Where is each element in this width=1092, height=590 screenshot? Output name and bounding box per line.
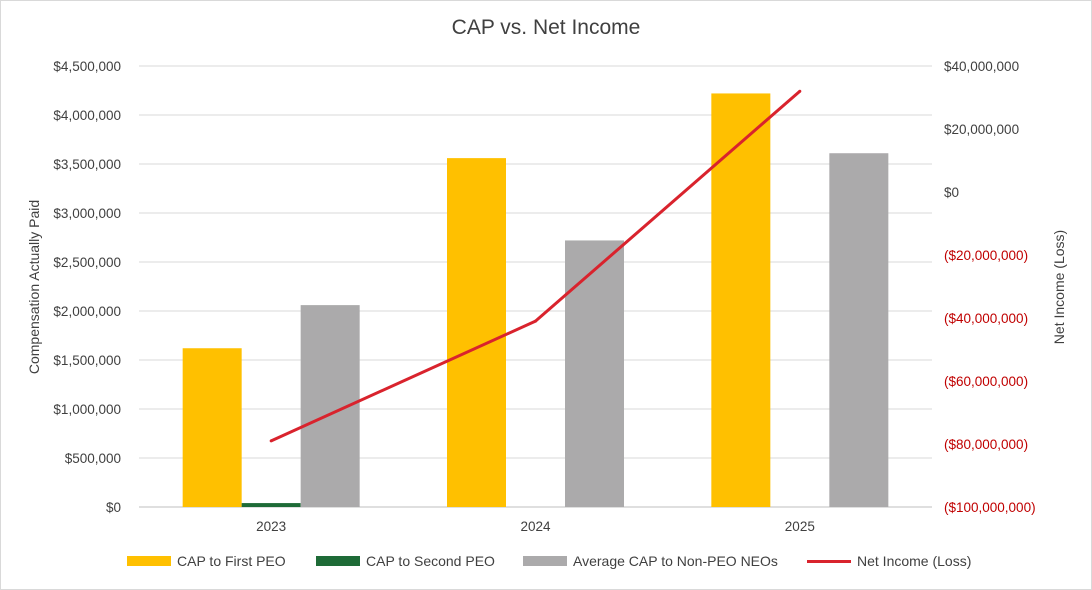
right-tick-label: ($60,000,000) xyxy=(944,374,1028,389)
left-tick-label: $4,000,000 xyxy=(53,108,121,123)
net-income-point-2023 xyxy=(269,439,273,443)
left-axis-title: Compensation Actually Paid xyxy=(26,200,42,374)
left-tick-label: $4,500,000 xyxy=(53,59,121,74)
left-axis-ticks: $0 $500,000 $1,000,000 $1,500,000 $2,000,000… xyxy=(53,59,121,515)
bar-marks xyxy=(182,93,889,507)
legend-item-net-income: Net Income (Loss) xyxy=(807,553,971,569)
legend-label-second-peo: CAP to Second PEO xyxy=(366,553,495,569)
legend-label-first-peo: CAP to First PEO xyxy=(177,553,286,569)
legend-swatch-first-peo xyxy=(127,556,171,566)
legend-item-non-peo: Average CAP to Non-PEO NEOs xyxy=(523,553,778,569)
bar-second-peo-2023 xyxy=(241,503,301,507)
right-tick-label: $0 xyxy=(944,185,959,200)
x-tick-label: 2025 xyxy=(785,519,815,534)
bar-first-peo-2024 xyxy=(447,158,506,507)
net-income-point-2025 xyxy=(798,89,802,93)
x-tick-label: 2023 xyxy=(256,519,286,534)
right-tick-label: $20,000,000 xyxy=(944,122,1019,137)
bar-first-peo-2025 xyxy=(711,93,771,507)
bar-first-peo-2023 xyxy=(182,348,242,507)
right-tick-label: ($100,000,000) xyxy=(944,500,1036,515)
bar-non-peo-2025 xyxy=(829,153,889,507)
legend-label-non-peo: Average CAP to Non-PEO NEOs xyxy=(573,553,778,569)
legend-item-first-peo: CAP to First PEO xyxy=(127,553,286,569)
right-axis-ticks: $40,000,000 $20,000,000 $0 ($20,000,000) ($4… xyxy=(944,59,1036,515)
right-tick-label: $40,000,000 xyxy=(944,59,1019,74)
right-tick-label: ($40,000,000) xyxy=(944,311,1028,326)
legend-swatch-second-peo xyxy=(316,556,360,566)
x-tick-label: 2024 xyxy=(520,519,551,534)
left-tick-label: $3,500,000 xyxy=(53,157,121,172)
chart-title: CAP vs. Net Income xyxy=(451,16,641,39)
left-tick-label: $2,000,000 xyxy=(53,304,121,319)
left-tick-label: $0 xyxy=(106,500,121,515)
right-tick-label: ($80,000,000) xyxy=(944,437,1028,452)
left-tick-label: $500,000 xyxy=(65,451,121,466)
bar-non-peo-2024 xyxy=(565,240,624,507)
legend-swatch-non-peo xyxy=(523,556,567,566)
line-marks xyxy=(269,89,802,443)
left-tick-label: $1,000,000 xyxy=(53,402,121,417)
gridlines xyxy=(139,65,932,508)
legend-label-net-income: Net Income (Loss) xyxy=(857,553,972,569)
x-axis-ticks: 2023 2024 2025 xyxy=(256,519,815,534)
net-income-point-2024 xyxy=(534,319,537,323)
left-tick-label: $1,500,000 xyxy=(53,353,121,368)
legend-swatch-net-income xyxy=(807,559,851,563)
left-tick-label: $3,000,000 xyxy=(53,206,121,221)
legend: CAP to First PEO CAP to Second PEO Avera… xyxy=(0,553,1092,573)
right-tick-label: ($20,000,000) xyxy=(944,248,1028,263)
left-tick-label: $2,500,000 xyxy=(53,255,121,270)
legend-item-second-peo: CAP to Second PEO xyxy=(316,553,495,569)
right-axis-title: Net Income (Loss) xyxy=(1051,230,1067,344)
